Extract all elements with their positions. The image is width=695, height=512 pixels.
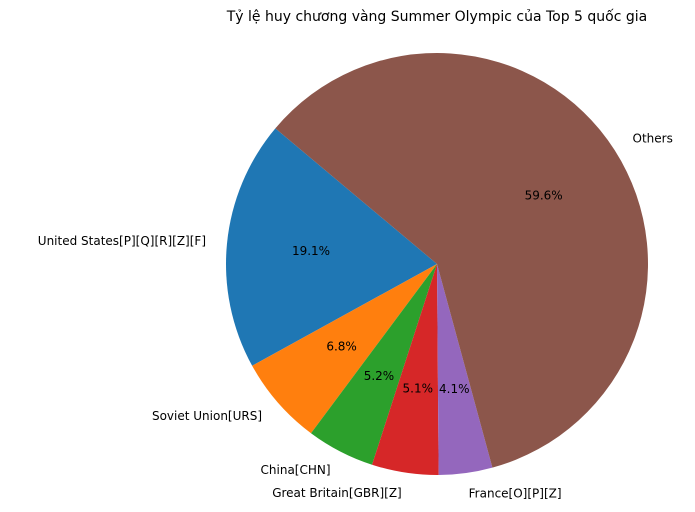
pie-slice-china: [310, 264, 437, 465]
pie-slice-great-britain: [372, 264, 439, 475]
pie-slices: [226, 53, 648, 475]
slice-label-soviet-union: Soviet Union[URS]: [152, 409, 262, 423]
slice-percent-china: 5.2%: [364, 369, 395, 383]
slice-percent-france: 4.1%: [439, 382, 470, 396]
pie-slice-united-states: [226, 128, 437, 366]
slice-percent-united-states: 19.1%: [292, 244, 330, 258]
pie-slice-others: [275, 53, 648, 468]
pie-slice-soviet-union: [252, 264, 437, 434]
slice-percent-labels: 19.1% 6.8% 5.2% 5.1% 4.1% 59.6%: [292, 188, 563, 396]
slice-label-france: France[O][P][Z]: [469, 486, 562, 500]
slice-label-others: Others: [633, 131, 673, 145]
slice-percent-others: 59.6%: [525, 188, 563, 202]
slice-label-china: China[CHN]: [261, 463, 331, 477]
slice-labels: United States[P][Q][R][Z][F] Soviet Union…: [38, 131, 673, 500]
pie-slice-france: [437, 264, 493, 475]
slice-label-great-britain: Great Britain[GBR][Z]: [272, 486, 402, 500]
chart-title: Tỷ lệ huy chương vàng Summer Olympic của…: [226, 8, 648, 25]
slice-percent-great-britain: 5.1%: [403, 382, 434, 396]
slice-percent-soviet-union: 6.8%: [326, 340, 357, 354]
slice-label-united-states: United States[P][Q][R][Z][F]: [38, 234, 206, 248]
